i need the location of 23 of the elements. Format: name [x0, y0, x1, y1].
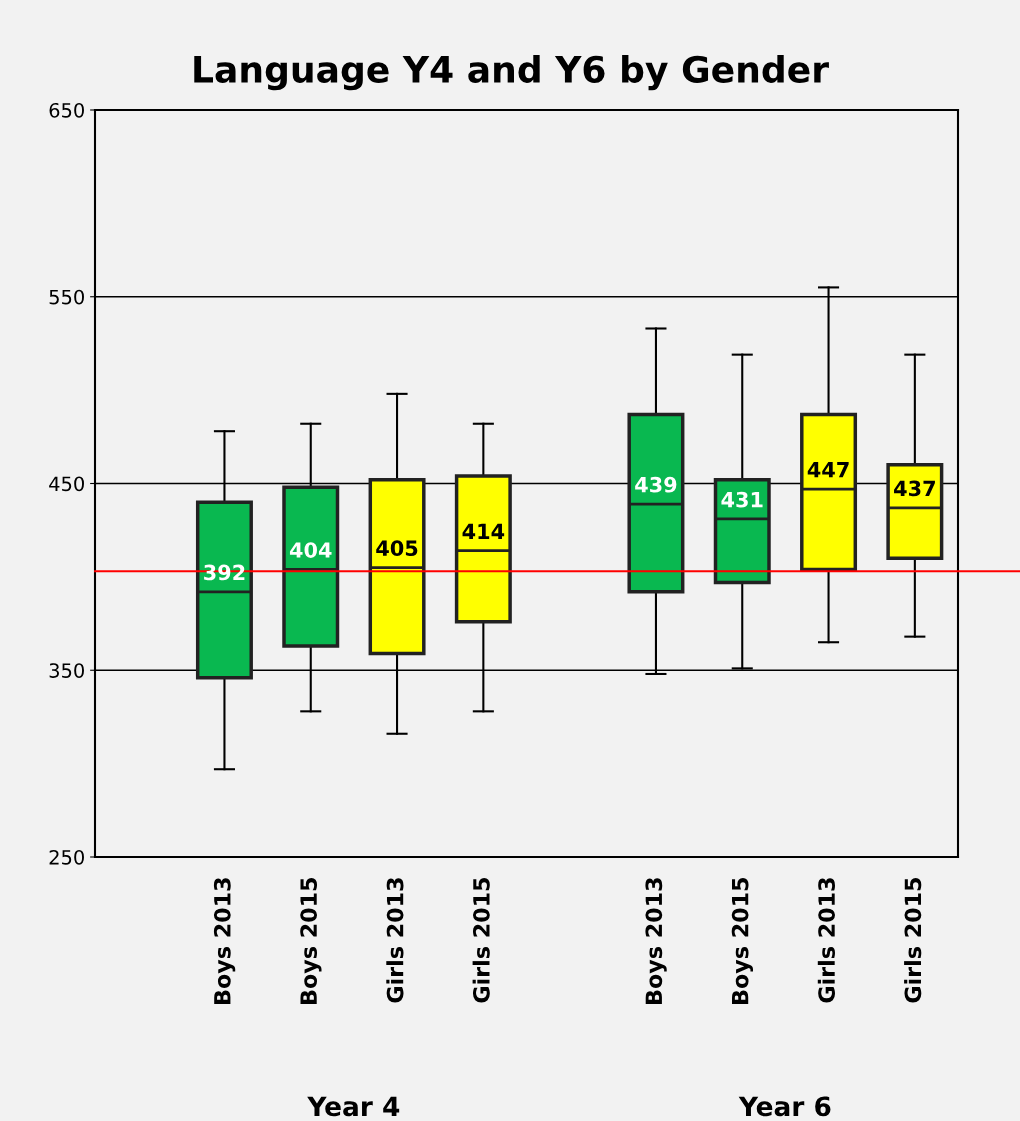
x-tick-label: Boys 2015: [300, 877, 322, 1004]
text: 437: [894, 480, 935, 497]
x-tick-label: Girls 2013: [817, 878, 835, 1003]
text: Year 6: [738, 1096, 831, 1117]
x-tick-label: Boys 2013: [645, 878, 667, 1004]
chart-title: Language Y4 and Y6 by Gender: [194, 55, 829, 91]
text: 405: [376, 540, 418, 557]
text: 439: [635, 476, 677, 493]
x-tick-label: Girls 2015: [904, 877, 922, 1003]
x-tick-label: Boys 2015: [731, 877, 753, 1004]
text: 404: [289, 542, 332, 558]
y-tick-label: 350: [49, 663, 84, 678]
text: 447: [807, 462, 849, 478]
y-tick-label: 650: [49, 102, 84, 118]
text: 431: [721, 491, 763, 508]
y-tick-label: 550: [49, 289, 84, 305]
text: 414: [462, 523, 505, 539]
x-tick-label: Girls 2013: [386, 878, 404, 1003]
x-tick-label: Boys 2013: [213, 878, 236, 1004]
y-tick-label: 450: [49, 476, 84, 492]
y-tick-label: 250: [49, 849, 84, 865]
text: Year 4: [307, 1096, 400, 1117]
x-tick-label: Girls 2015: [472, 877, 490, 1003]
